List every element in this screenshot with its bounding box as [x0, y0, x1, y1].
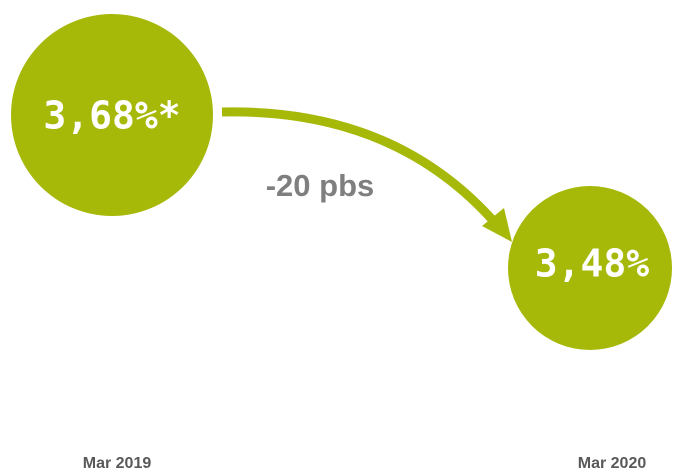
value-2020: 3,48%: [535, 242, 650, 286]
change-label: -20 pbs: [266, 168, 375, 203]
value-2019: 3,68%*: [43, 94, 180, 138]
date-2019: Mar 2019: [83, 455, 152, 472]
circle-2020: [508, 186, 672, 350]
arrow: [221, 107, 501, 228]
arrow-head: [482, 208, 512, 242]
circle-2019: [11, 14, 213, 216]
date-2020: Mar 2020: [578, 455, 647, 472]
